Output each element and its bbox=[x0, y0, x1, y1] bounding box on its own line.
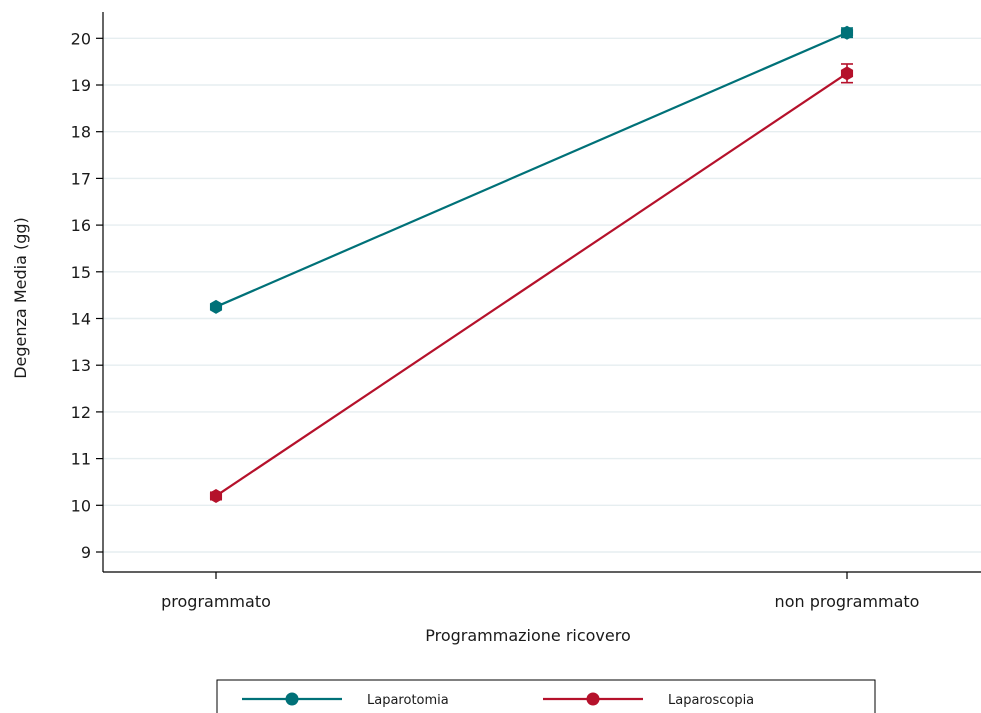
y-tick-label: 20 bbox=[71, 29, 91, 48]
y-tick-label: 18 bbox=[71, 123, 91, 142]
x-tick-label: non programmato bbox=[775, 592, 920, 611]
x-tick-label: programmato bbox=[161, 592, 271, 611]
data-point bbox=[209, 299, 223, 314]
y-tick-label: 15 bbox=[71, 263, 91, 282]
legend-label: Laparoscopia bbox=[668, 693, 754, 708]
y-tick-label: 19 bbox=[71, 76, 91, 95]
series-group bbox=[209, 25, 854, 503]
legend-marker bbox=[285, 692, 299, 706]
series-laparotomia bbox=[209, 25, 854, 314]
legend-box bbox=[216, 679, 876, 713]
y-tick-label: 11 bbox=[71, 450, 91, 469]
data-point bbox=[840, 66, 854, 81]
y-tick-label: 17 bbox=[71, 169, 91, 188]
grid-lines bbox=[103, 37, 981, 553]
legend-marker bbox=[586, 692, 600, 706]
y-axis-ticks: 9 10 11 12 13 14 15 16 17 18 19 20 bbox=[71, 29, 103, 562]
y-tick-label: 12 bbox=[71, 403, 91, 422]
series-line bbox=[215, 31, 848, 308]
legend-label: Laparotomia bbox=[367, 693, 449, 708]
y-axis-title: Degenza Media (gg) bbox=[11, 217, 30, 379]
y-tick-label: 9 bbox=[81, 543, 91, 562]
data-point bbox=[209, 488, 223, 503]
y-tick-label: 13 bbox=[71, 356, 91, 375]
series-laparoscopia bbox=[209, 63, 854, 503]
legend-item: Laparotomia bbox=[242, 692, 449, 708]
y-tick-label: 10 bbox=[71, 496, 91, 515]
data-point bbox=[840, 25, 854, 40]
legend: Laparotomia Laparoscopia bbox=[216, 679, 876, 713]
legend-item: Laparoscopia bbox=[543, 692, 754, 708]
y-tick-label: 16 bbox=[71, 216, 91, 235]
y-tick-label: 14 bbox=[71, 310, 91, 329]
x-axis-ticks: programmato non programmato bbox=[161, 572, 919, 611]
x-axis-title: Programmazione ricovero bbox=[425, 626, 631, 645]
series-line bbox=[215, 72, 848, 497]
